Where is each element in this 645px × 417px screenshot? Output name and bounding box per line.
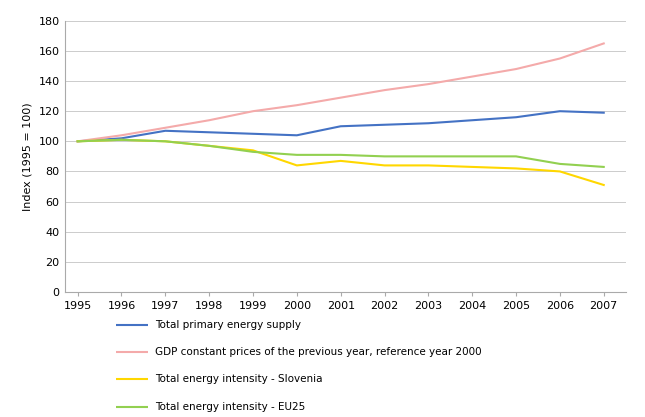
- GDP constant prices of the previous year, reference year 2000: [381, 88, 388, 93]
- GDP constant prices of the previous year, reference year 2000: [161, 125, 169, 130]
- Total energy intensity - Slovenia: [293, 163, 301, 168]
- Text: Total energy intensity - Slovenia: Total energy intensity - Slovenia: [155, 374, 322, 384]
- Total primary energy supply: [468, 118, 476, 123]
- Total primary energy supply: [205, 130, 213, 135]
- Total primary energy supply: [556, 109, 564, 114]
- Total primary energy supply: [293, 133, 301, 138]
- Total energy intensity - Slovenia: [249, 148, 257, 153]
- Total energy intensity - Slovenia: [468, 164, 476, 169]
- Total energy intensity - Slovenia: [381, 163, 388, 168]
- GDP constant prices of the previous year, reference year 2000: [468, 74, 476, 79]
- Total energy intensity - EU25: [117, 137, 125, 142]
- GDP constant prices of the previous year, reference year 2000: [556, 56, 564, 61]
- Total energy intensity - EU25: [161, 139, 169, 144]
- GDP constant prices of the previous year, reference year 2000: [512, 67, 520, 72]
- Line: Total primary energy supply: Total primary energy supply: [77, 111, 604, 141]
- Line: Total energy intensity - EU25: Total energy intensity - EU25: [77, 140, 604, 167]
- Total energy intensity - Slovenia: [337, 158, 344, 163]
- Total primary energy supply: [161, 128, 169, 133]
- GDP constant prices of the previous year, reference year 2000: [337, 95, 344, 100]
- GDP constant prices of the previous year, reference year 2000: [424, 82, 432, 87]
- Total energy intensity - Slovenia: [424, 163, 432, 168]
- Line: Total energy intensity - Slovenia: Total energy intensity - Slovenia: [77, 140, 604, 185]
- Total energy intensity - Slovenia: [161, 139, 169, 144]
- Total energy intensity - EU25: [205, 143, 213, 148]
- GDP constant prices of the previous year, reference year 2000: [249, 109, 257, 114]
- Total energy intensity - Slovenia: [205, 143, 213, 148]
- Text: Total primary energy supply: Total primary energy supply: [155, 320, 301, 330]
- Total energy intensity - EU25: [468, 154, 476, 159]
- Total energy intensity - EU25: [600, 164, 608, 169]
- Total primary energy supply: [512, 115, 520, 120]
- Total primary energy supply: [337, 124, 344, 129]
- Total energy intensity - Slovenia: [117, 137, 125, 142]
- Total primary energy supply: [74, 139, 81, 144]
- Total primary energy supply: [424, 121, 432, 126]
- Total energy intensity - EU25: [424, 154, 432, 159]
- Total energy intensity - Slovenia: [600, 183, 608, 188]
- GDP constant prices of the previous year, reference year 2000: [205, 118, 213, 123]
- Text: GDP constant prices of the previous year, reference year 2000: GDP constant prices of the previous year…: [155, 347, 481, 357]
- GDP constant prices of the previous year, reference year 2000: [117, 133, 125, 138]
- Y-axis label: Index (1995 = 100): Index (1995 = 100): [23, 102, 33, 211]
- Total energy intensity - Slovenia: [556, 169, 564, 174]
- Line: GDP constant prices of the previous year, reference year 2000: GDP constant prices of the previous year…: [77, 43, 604, 141]
- Total primary energy supply: [249, 131, 257, 136]
- Total energy intensity - EU25: [512, 154, 520, 159]
- Total energy intensity - EU25: [249, 149, 257, 154]
- Total primary energy supply: [381, 122, 388, 127]
- Total energy intensity - EU25: [381, 154, 388, 159]
- Total primary energy supply: [600, 110, 608, 115]
- Total energy intensity - EU25: [337, 152, 344, 157]
- Total energy intensity - EU25: [293, 152, 301, 157]
- Text: Total energy intensity - EU25: Total energy intensity - EU25: [155, 402, 305, 412]
- GDP constant prices of the previous year, reference year 2000: [293, 103, 301, 108]
- Total energy intensity - Slovenia: [74, 139, 81, 144]
- GDP constant prices of the previous year, reference year 2000: [600, 41, 608, 46]
- Total energy intensity - EU25: [556, 161, 564, 166]
- Total primary energy supply: [117, 136, 125, 141]
- Total energy intensity - EU25: [74, 139, 81, 144]
- GDP constant prices of the previous year, reference year 2000: [74, 139, 81, 144]
- Total energy intensity - Slovenia: [512, 166, 520, 171]
